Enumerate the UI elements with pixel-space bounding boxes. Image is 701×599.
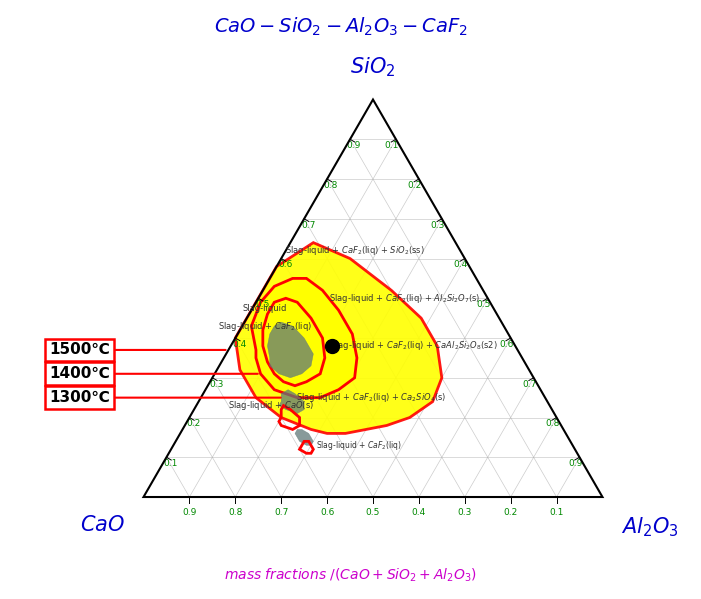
Text: Slag-liquid: Slag-liquid bbox=[243, 304, 287, 313]
Text: 0.9: 0.9 bbox=[569, 459, 583, 468]
Text: 0.3: 0.3 bbox=[209, 380, 224, 389]
Text: Slag-liquid + $CaO$(s): Slag-liquid + $CaO$(s) bbox=[229, 399, 315, 412]
Text: 0.7: 0.7 bbox=[274, 509, 288, 518]
Text: Slag-liquid + $CaF_2$(liq) + $SiO_2$(ss): Slag-liquid + $CaF_2$(liq) + $SiO_2$(ss) bbox=[285, 244, 425, 257]
Text: $Al_2O_3$: $Al_2O_3$ bbox=[621, 515, 679, 539]
Text: $SiO_2$: $SiO_2$ bbox=[350, 55, 395, 79]
Text: 0.4: 0.4 bbox=[411, 509, 426, 518]
Text: 0.8: 0.8 bbox=[324, 181, 338, 190]
Text: 0.4: 0.4 bbox=[232, 340, 247, 349]
Text: 0.6: 0.6 bbox=[278, 261, 292, 270]
Text: 1300℃: 1300℃ bbox=[49, 390, 109, 405]
Polygon shape bbox=[295, 429, 313, 445]
Text: 0.5: 0.5 bbox=[255, 300, 269, 309]
Text: 0.4: 0.4 bbox=[454, 261, 468, 270]
Text: Slag-liquid + $CaF_2$(liq) + $Ca_2SiO_4$(s): Slag-liquid + $CaF_2$(liq) + $Ca_2SiO_4$… bbox=[296, 391, 446, 404]
Text: 0.7: 0.7 bbox=[301, 220, 315, 229]
Polygon shape bbox=[267, 322, 313, 378]
Text: 0.2: 0.2 bbox=[408, 181, 422, 190]
Text: 0.7: 0.7 bbox=[522, 380, 537, 389]
Text: 0.2: 0.2 bbox=[503, 509, 518, 518]
Text: Slag-liquid + $CaF_2$(liq): Slag-liquid + $CaF_2$(liq) bbox=[218, 320, 312, 332]
Text: 0.9: 0.9 bbox=[182, 509, 196, 518]
Text: $CaO$: $CaO$ bbox=[80, 515, 125, 536]
Polygon shape bbox=[252, 279, 357, 398]
Text: 1400℃: 1400℃ bbox=[49, 367, 109, 382]
Text: 0.9: 0.9 bbox=[347, 141, 361, 150]
Text: 0.5: 0.5 bbox=[477, 300, 491, 309]
Text: 0.5: 0.5 bbox=[366, 509, 380, 518]
Text: 0.1: 0.1 bbox=[385, 141, 399, 150]
Text: Slag-liquid + $CaF_2$(liq): Slag-liquid + $CaF_2$(liq) bbox=[315, 439, 402, 452]
Text: Slag-liquid + $CaF_2$(liq) + $Al_2Si_2O_7$(s): Slag-liquid + $CaF_2$(liq) + $Al_2Si_2O_… bbox=[329, 292, 481, 305]
Polygon shape bbox=[236, 243, 442, 434]
Text: 0.3: 0.3 bbox=[430, 220, 445, 229]
Text: 0.1: 0.1 bbox=[550, 509, 564, 518]
Text: 1500℃: 1500℃ bbox=[49, 343, 109, 358]
Polygon shape bbox=[263, 298, 325, 386]
Text: 0.2: 0.2 bbox=[186, 419, 200, 428]
Text: 0.8: 0.8 bbox=[228, 509, 243, 518]
Text: 0.3: 0.3 bbox=[458, 509, 472, 518]
Text: mass fractions $/(CaO+SiO_2+Al_2O_3)$: mass fractions $/(CaO+SiO_2+Al_2O_3)$ bbox=[224, 567, 477, 584]
Title: $CaO - SiO_2 - Al_2O_3 - CaF_2$: $CaO - SiO_2 - Al_2O_3 - CaF_2$ bbox=[214, 16, 468, 38]
Text: Slag-liquid + $CaF_2$(liq) + $CaAl_2Si_2O_8$(s2): Slag-liquid + $CaF_2$(liq) + $CaAl_2Si_2… bbox=[330, 340, 498, 352]
Text: 0.8: 0.8 bbox=[545, 419, 560, 428]
Text: 0.1: 0.1 bbox=[163, 459, 177, 468]
Text: 0.6: 0.6 bbox=[500, 340, 514, 349]
Polygon shape bbox=[279, 390, 304, 413]
Text: 0.6: 0.6 bbox=[320, 509, 334, 518]
